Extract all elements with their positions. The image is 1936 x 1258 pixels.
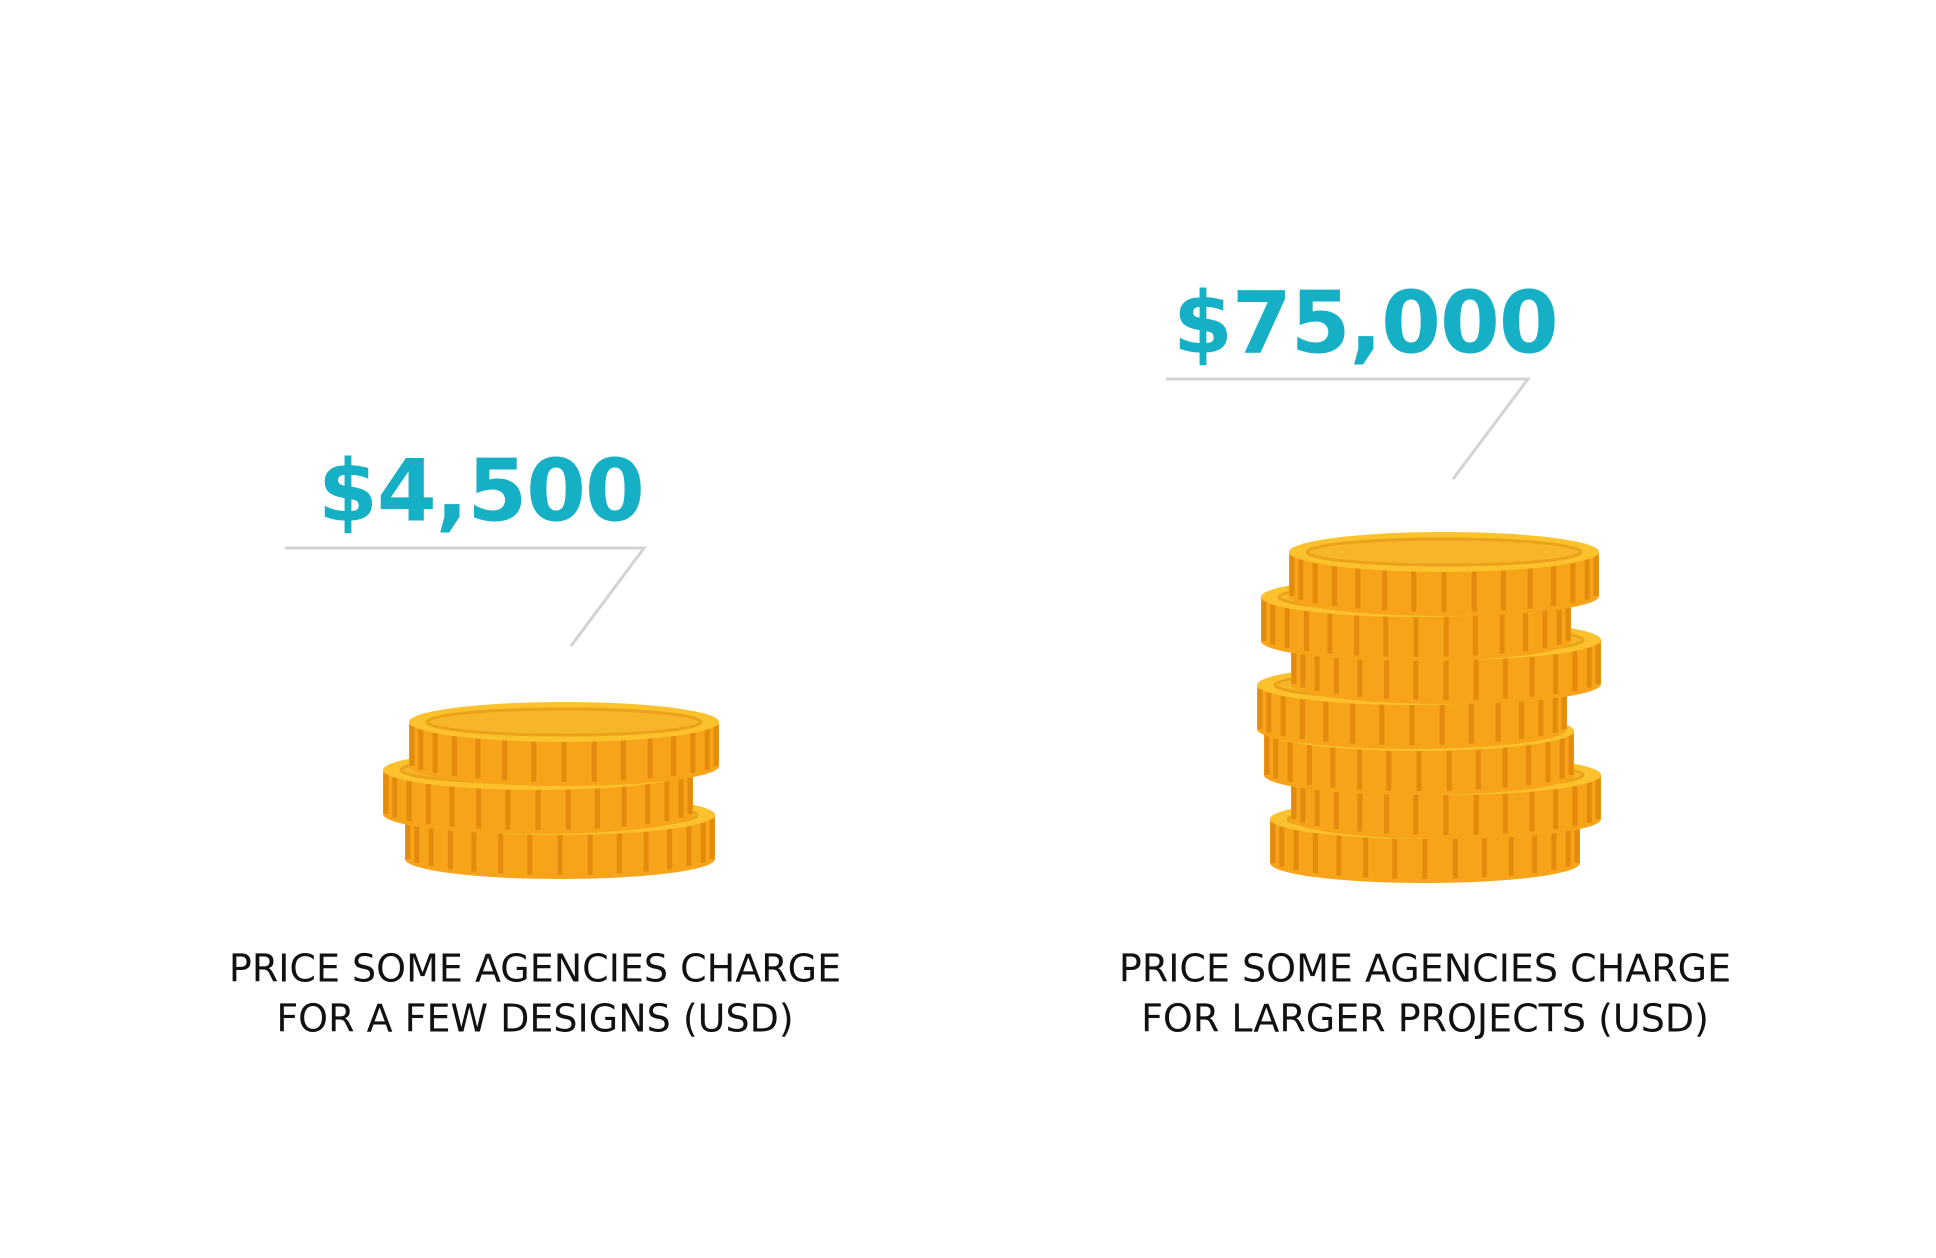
pointer-line: [285, 546, 647, 647]
caption-line: PRICE SOME AGENCIES CHARGE: [229, 947, 841, 991]
price: $4,500: [318, 441, 644, 541]
pointer-line: [1166, 377, 1531, 480]
coins: [383, 532, 1601, 883]
coin: [1289, 532, 1599, 616]
caption-line: FOR A FEW DESIGNS (USD): [276, 997, 793, 1041]
caption-line: FOR LARGER PROJECTS (USD): [1141, 997, 1709, 1041]
coin-rim: [1305, 537, 1583, 567]
coin: [409, 702, 719, 786]
caption-line: PRICE SOME AGENCIES CHARGE: [1119, 947, 1731, 991]
coin-rim: [425, 707, 703, 737]
price: $75,000: [1173, 273, 1558, 373]
